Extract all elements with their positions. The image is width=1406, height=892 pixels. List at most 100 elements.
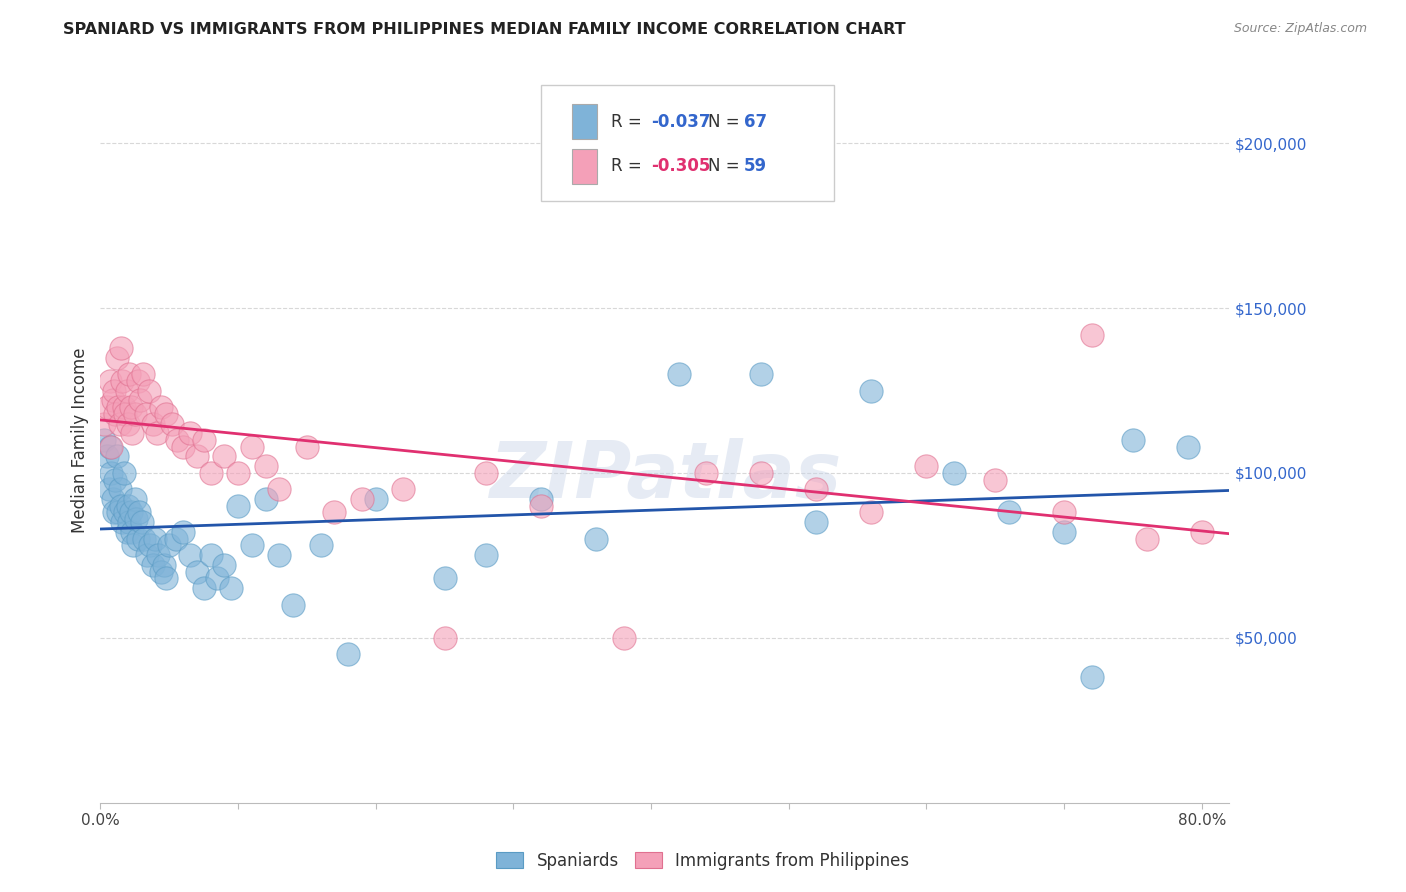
- Point: [142, 558, 165, 573]
- Point: [309, 538, 332, 552]
- Point: [146, 426, 169, 441]
- Text: 67: 67: [744, 112, 768, 131]
- Text: Source: ZipAtlas.com: Source: ZipAtlas.com: [1233, 22, 1367, 36]
- Point: [104, 407, 127, 421]
- Point: [105, 450, 128, 464]
- Point: [240, 538, 263, 552]
- Point: [112, 466, 135, 480]
- Point: [860, 506, 883, 520]
- Point: [112, 400, 135, 414]
- Point: [254, 459, 277, 474]
- Point: [200, 466, 222, 480]
- Point: [100, 466, 122, 480]
- Point: [131, 516, 153, 530]
- Point: [1122, 433, 1144, 447]
- Point: [179, 426, 201, 441]
- Point: [984, 473, 1007, 487]
- Point: [136, 549, 159, 563]
- FancyBboxPatch shape: [572, 104, 598, 139]
- Text: ZIPatlas: ZIPatlas: [489, 438, 841, 514]
- Text: SPANIARD VS IMMIGRANTS FROM PHILIPPINES MEDIAN FAMILY INCOME CORRELATION CHART: SPANIARD VS IMMIGRANTS FROM PHILIPPINES …: [63, 22, 905, 37]
- Point: [214, 558, 236, 573]
- Point: [915, 459, 938, 474]
- Point: [121, 525, 143, 540]
- Point: [115, 525, 138, 540]
- Point: [93, 417, 115, 431]
- Point: [110, 341, 132, 355]
- Point: [127, 374, 149, 388]
- Point: [97, 483, 120, 497]
- Text: R =: R =: [610, 112, 647, 131]
- Point: [585, 532, 607, 546]
- Point: [122, 538, 145, 552]
- Point: [1136, 532, 1159, 546]
- Text: 59: 59: [744, 158, 768, 176]
- Point: [117, 499, 139, 513]
- Point: [115, 384, 138, 398]
- Point: [110, 499, 132, 513]
- Point: [157, 538, 180, 552]
- Point: [145, 532, 167, 546]
- Point: [1053, 525, 1076, 540]
- Point: [107, 506, 129, 520]
- Point: [129, 393, 152, 408]
- Text: -0.305: -0.305: [651, 158, 710, 176]
- Point: [142, 417, 165, 431]
- Point: [943, 466, 966, 480]
- Point: [530, 492, 553, 507]
- Point: [118, 367, 141, 381]
- Point: [135, 407, 157, 421]
- Point: [254, 492, 277, 507]
- Point: [1191, 525, 1213, 540]
- Point: [364, 492, 387, 507]
- Point: [152, 558, 174, 573]
- Point: [269, 483, 291, 497]
- Point: [96, 450, 118, 464]
- Point: [117, 417, 139, 431]
- Point: [695, 466, 717, 480]
- Point: [103, 384, 125, 398]
- Point: [120, 506, 142, 520]
- Point: [149, 565, 172, 579]
- Point: [226, 499, 249, 513]
- Point: [1053, 506, 1076, 520]
- Point: [392, 483, 415, 497]
- Point: [613, 631, 636, 645]
- Point: [749, 466, 772, 480]
- Point: [179, 549, 201, 563]
- Point: [111, 374, 134, 388]
- Point: [108, 483, 131, 497]
- Point: [193, 433, 215, 447]
- FancyBboxPatch shape: [541, 85, 834, 201]
- Point: [323, 506, 346, 520]
- Point: [433, 571, 456, 585]
- Point: [281, 598, 304, 612]
- Text: R =: R =: [610, 158, 647, 176]
- Point: [1080, 327, 1102, 342]
- Point: [98, 440, 121, 454]
- Point: [96, 400, 118, 414]
- Point: [186, 450, 208, 464]
- Point: [350, 492, 373, 507]
- Point: [433, 631, 456, 645]
- Point: [114, 407, 136, 421]
- Point: [118, 516, 141, 530]
- Point: [160, 417, 183, 431]
- Y-axis label: Median Family Income: Median Family Income: [72, 347, 89, 533]
- Point: [337, 647, 360, 661]
- Point: [120, 400, 142, 414]
- Point: [295, 440, 318, 454]
- Point: [121, 426, 143, 441]
- Point: [148, 549, 170, 563]
- Point: [101, 393, 124, 408]
- Point: [998, 506, 1021, 520]
- Point: [226, 466, 249, 480]
- Point: [165, 532, 187, 546]
- Point: [166, 433, 188, 447]
- Point: [132, 367, 155, 381]
- Point: [1080, 670, 1102, 684]
- Point: [214, 450, 236, 464]
- Point: [806, 483, 828, 497]
- Point: [1177, 440, 1199, 454]
- Point: [125, 512, 148, 526]
